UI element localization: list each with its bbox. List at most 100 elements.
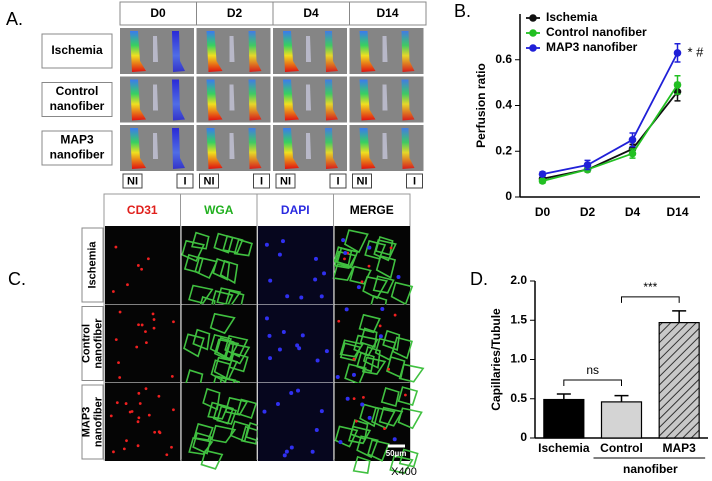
fiber [188,284,214,305]
fiber [192,432,212,455]
limb-label: I [413,175,416,187]
cell-dot [280,239,285,244]
fiber [202,387,221,411]
cell-dot [295,343,300,348]
fiber [224,342,251,365]
fiber [334,425,359,448]
error-bar [672,310,687,323]
fiber [353,334,379,357]
laser-doppler-image [196,28,271,74]
cell-dot [343,250,348,255]
fiber [362,276,389,300]
fiber [397,386,419,406]
micrograph [332,226,414,316]
annotation: * # [688,44,705,59]
cell-dot [300,333,305,338]
fiber [210,359,232,383]
x-tick-label: MAP3 [662,441,696,455]
row-label: nanofiber [92,396,104,447]
group-label: nanofiber [623,462,678,476]
limb-label: NI [280,175,291,187]
cell-dot [284,449,289,454]
fiber [382,329,401,351]
cell-dot [337,319,341,323]
limb [153,133,158,159]
bar [543,398,585,439]
legend-label: Control nanofiber [546,25,647,39]
scale-label: 50µm [386,449,407,458]
image-bg [258,383,334,461]
y-tick-label: 0 [520,430,527,444]
cell-dot [136,420,140,424]
cell-dot [115,401,119,405]
x-tick-label: D2 [580,205,596,219]
point [538,170,547,178]
x-tick-label: D0 [535,205,551,219]
fiber [356,435,379,459]
error-bar [556,393,571,400]
error-bar [614,394,629,402]
cell-dot [380,307,385,312]
cell-dot [137,416,141,420]
limb [130,79,146,121]
column-header: DAPI [281,203,310,217]
fiber [228,352,249,373]
cell-dot [268,356,273,361]
limb [206,31,223,72]
point [673,49,682,57]
micrograph [105,304,181,383]
limb [206,79,223,121]
cell-dot [135,345,139,349]
laser-doppler-image [273,28,347,74]
limb [359,128,376,169]
limb [325,128,338,169]
cell-dot [367,245,372,250]
fiber [398,363,425,383]
image-bg [105,304,181,383]
fiber [375,254,397,279]
cell-dot [296,388,301,393]
micrograph [334,304,425,385]
cell-dot [313,277,318,282]
fiber [210,424,237,444]
limb-label-box [275,173,296,189]
limb [206,128,223,169]
fiber [385,356,406,379]
fiber [358,313,381,334]
cell-dot [313,256,318,261]
row-label-box [81,227,104,303]
column-header: MERGE [350,203,394,217]
row-label: Control [80,324,92,363]
cell-dot [354,419,358,423]
cell-dot [262,409,267,414]
cell-dot [125,439,128,443]
cell-dot [277,347,282,352]
cell-dot [351,372,356,377]
cell-dot [268,278,273,283]
limb-label: I [336,175,339,187]
cell-dot [324,349,329,354]
fiber [222,235,244,254]
cell-dot [387,367,391,371]
limb [229,133,235,159]
y-tick-label: 0.5 [510,391,527,405]
limb [382,84,388,111]
fiber [183,253,204,274]
cell-dot [138,402,142,405]
row-label-box [81,306,104,381]
fiber [380,387,400,407]
cell-dot [114,338,118,341]
limb [172,79,185,121]
cell-dot [264,316,269,321]
cell-dot [118,310,122,314]
cell-dot [289,391,294,396]
row-label: Control [56,84,99,98]
magnification: X400 [391,466,417,478]
fiber [219,259,239,285]
point [628,136,637,144]
cell-dot [165,453,169,457]
fiber [371,406,396,430]
limb [359,79,376,121]
cell-dot [338,440,343,445]
